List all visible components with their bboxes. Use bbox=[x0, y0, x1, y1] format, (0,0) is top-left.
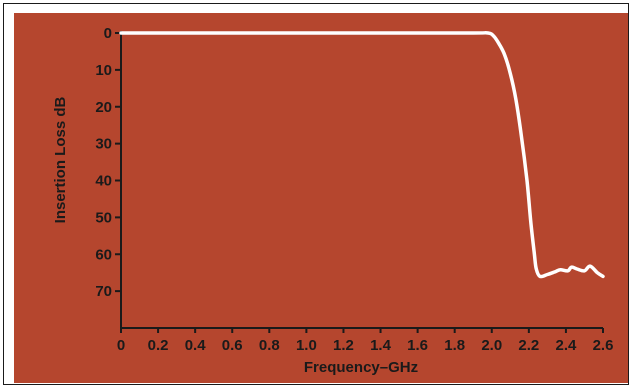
y-tick-label-10: 10 bbox=[95, 62, 112, 79]
x-tick-label-2.6: 2.6 bbox=[593, 337, 614, 354]
chart-axes bbox=[120, 31, 603, 329]
x-tick-label-2.4: 2.4 bbox=[555, 337, 577, 354]
y-tick-label-40: 40 bbox=[95, 173, 112, 190]
y-axis-title: Insertion Loss dB bbox=[52, 96, 69, 223]
chart-panel bbox=[14, 13, 628, 383]
x-tick-label-2.2: 2.2 bbox=[518, 337, 539, 354]
y-tick-label-60: 60 bbox=[95, 246, 112, 263]
insertion-loss-curve-0 bbox=[119, 31, 605, 279]
x-tick-label-0.6: 0.6 bbox=[222, 337, 243, 354]
x-tick-label-1.0: 1.0 bbox=[296, 337, 317, 354]
figure-frame bbox=[3, 3, 629, 385]
y-tick-label-70: 70 bbox=[95, 283, 112, 300]
x-tick-label-0: 0 bbox=[117, 337, 125, 354]
x-tick-label-0.4: 0.4 bbox=[185, 337, 207, 354]
x-tick-label-1.8: 1.8 bbox=[444, 337, 465, 354]
x-tick-label-1.4: 1.4 bbox=[370, 337, 392, 354]
y-tick-label-50: 50 bbox=[95, 209, 112, 226]
x-tick-label-1.2: 1.2 bbox=[333, 337, 354, 354]
x-tick-label-2.0: 2.0 bbox=[481, 337, 502, 354]
x-tick-label-1.6: 1.6 bbox=[407, 337, 428, 354]
x-axis-title: Frequency–GHz bbox=[304, 359, 418, 376]
y-tick-label-0: 0 bbox=[104, 25, 112, 42]
tick-labels: 0 10 20 30 40 50 60 70 0 0.2 0.4 0.6 0.8 1.0 1.2 1.4 1.6… bbox=[95, 25, 613, 354]
axis-ticks bbox=[115, 32, 604, 333]
series-group bbox=[119, 31, 605, 279]
x-tick-label-0.2: 0.2 bbox=[148, 337, 169, 354]
y-tick-label-30: 30 bbox=[95, 136, 112, 153]
x-tick-label-0.8: 0.8 bbox=[259, 337, 280, 354]
y-tick-label-20: 20 bbox=[95, 99, 112, 116]
